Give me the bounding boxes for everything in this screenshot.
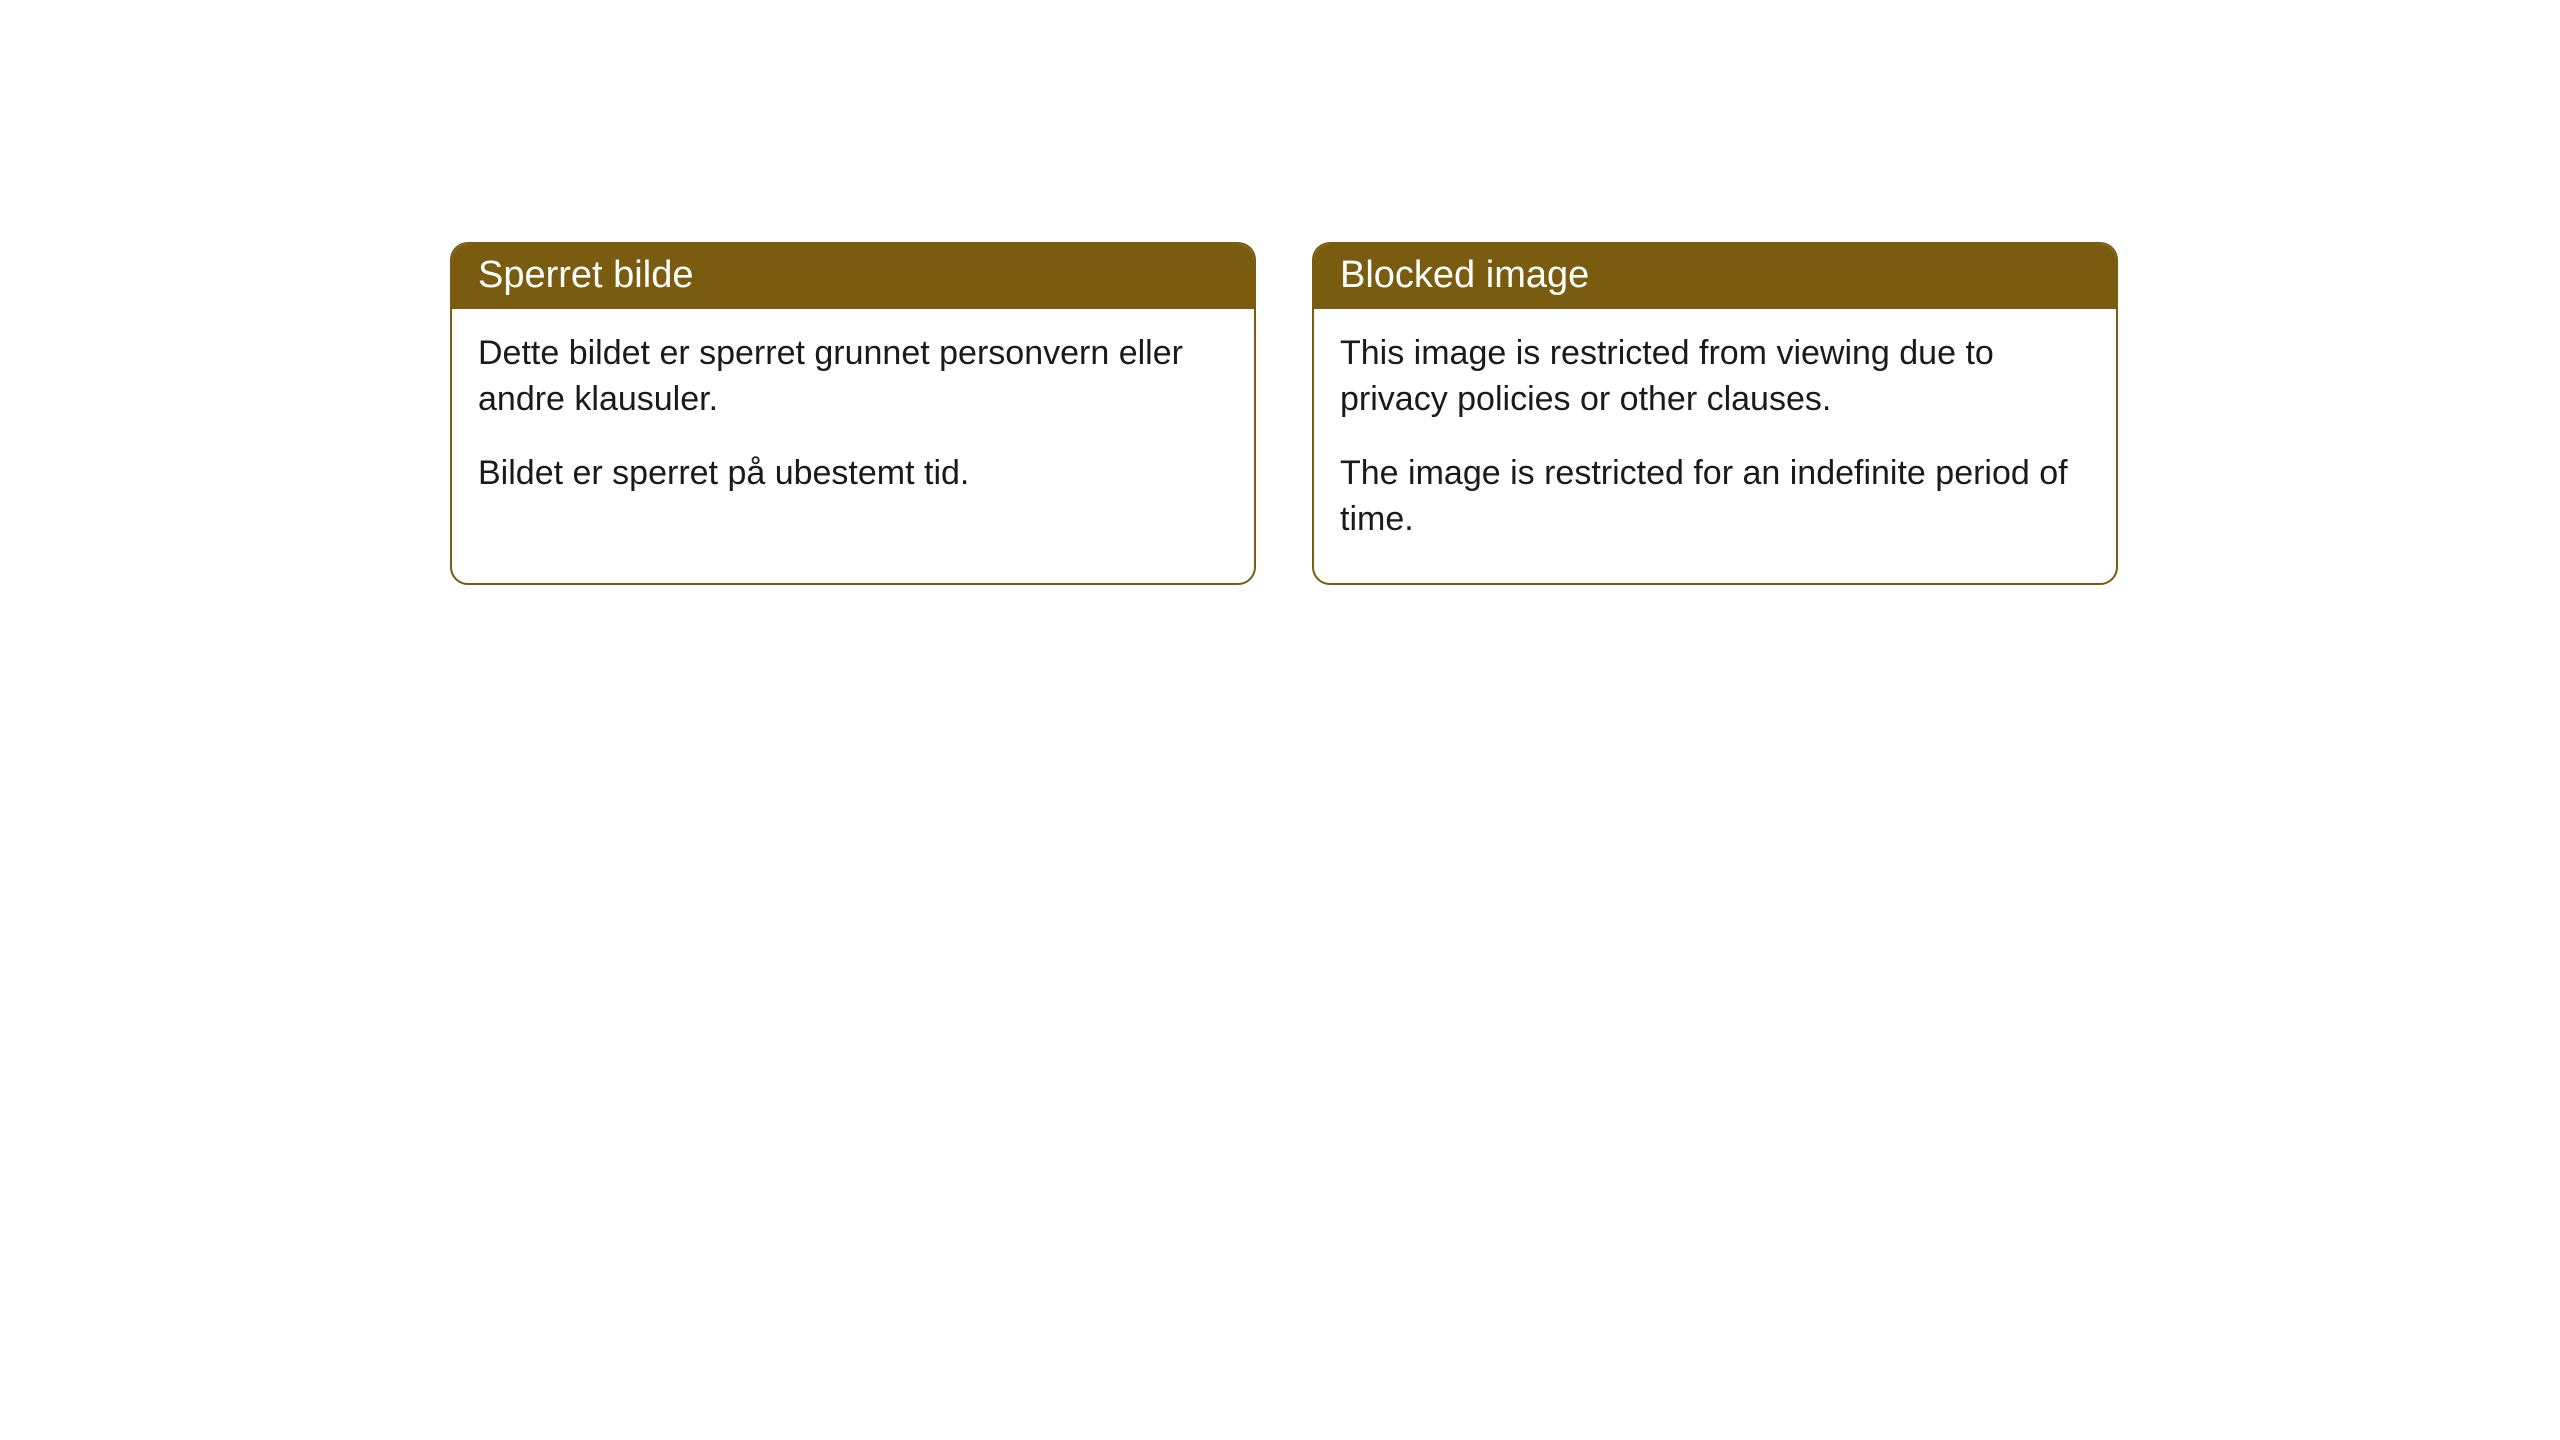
notice-card-norwegian: Sperret bilde Dette bildet er sperret gr… — [450, 242, 1256, 585]
card-paragraph: Dette bildet er sperret grunnet personve… — [478, 331, 1228, 423]
card-paragraph: Bildet er sperret på ubestemt tid. — [478, 451, 1228, 497]
card-body: Dette bildet er sperret grunnet personve… — [452, 309, 1254, 537]
card-header: Sperret bilde — [452, 244, 1254, 309]
card-paragraph: This image is restricted from viewing du… — [1340, 331, 2090, 423]
card-paragraph: The image is restricted for an indefinit… — [1340, 451, 2090, 543]
notice-cards-container: Sperret bilde Dette bildet er sperret gr… — [450, 242, 2118, 585]
card-header: Blocked image — [1314, 244, 2116, 309]
notice-card-english: Blocked image This image is restricted f… — [1312, 242, 2118, 585]
card-body: This image is restricted from viewing du… — [1314, 309, 2116, 583]
